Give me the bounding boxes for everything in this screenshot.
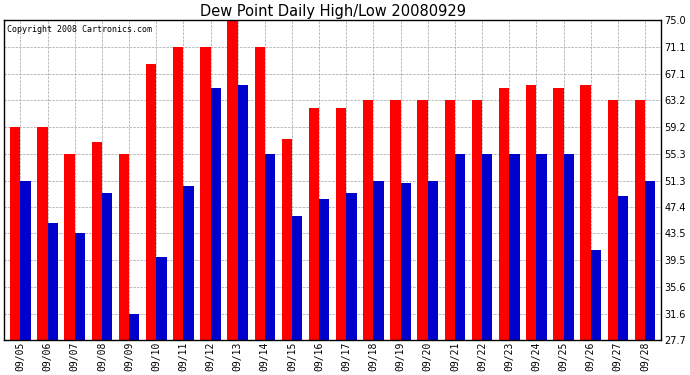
Bar (428, 180, 438, 340)
Bar (564, 153, 574, 340)
Bar (92, 142, 102, 340)
Bar (482, 153, 493, 340)
Bar (21, 180, 31, 340)
Bar (146, 64, 156, 340)
Bar (499, 88, 509, 340)
Bar (553, 88, 564, 340)
Bar (173, 47, 184, 340)
Title: Dew Point Daily High/Low 20080929: Dew Point Daily High/Low 20080929 (199, 4, 466, 19)
Bar (373, 180, 384, 340)
Text: Copyright 2008 Cartronics.com: Copyright 2008 Cartronics.com (8, 25, 152, 34)
Bar (156, 257, 166, 340)
Bar (255, 47, 265, 340)
Bar (417, 100, 428, 340)
Bar (618, 196, 628, 340)
Bar (607, 100, 618, 340)
Bar (346, 193, 357, 340)
Bar (391, 100, 401, 340)
Bar (102, 193, 112, 340)
Bar (265, 153, 275, 340)
Bar (526, 84, 536, 340)
Bar (635, 100, 645, 340)
Bar (309, 108, 319, 340)
Bar (228, 20, 237, 340)
Bar (472, 100, 482, 340)
Bar (319, 200, 330, 340)
Bar (237, 84, 248, 340)
Bar (282, 139, 292, 340)
Bar (455, 153, 465, 340)
Bar (200, 47, 210, 340)
Bar (37, 127, 48, 340)
Bar (591, 250, 601, 340)
Bar (336, 108, 346, 340)
Bar (48, 223, 58, 340)
Bar (10, 127, 21, 340)
Bar (580, 84, 591, 340)
Bar (363, 100, 373, 340)
Bar (401, 183, 411, 340)
Bar (75, 233, 85, 340)
Bar (210, 88, 221, 340)
Bar (119, 153, 129, 340)
Bar (509, 153, 520, 340)
Bar (64, 153, 75, 340)
Bar (645, 180, 656, 340)
Bar (184, 186, 194, 340)
Bar (292, 216, 302, 340)
Bar (444, 100, 455, 340)
Bar (129, 314, 139, 340)
Bar (536, 153, 546, 340)
